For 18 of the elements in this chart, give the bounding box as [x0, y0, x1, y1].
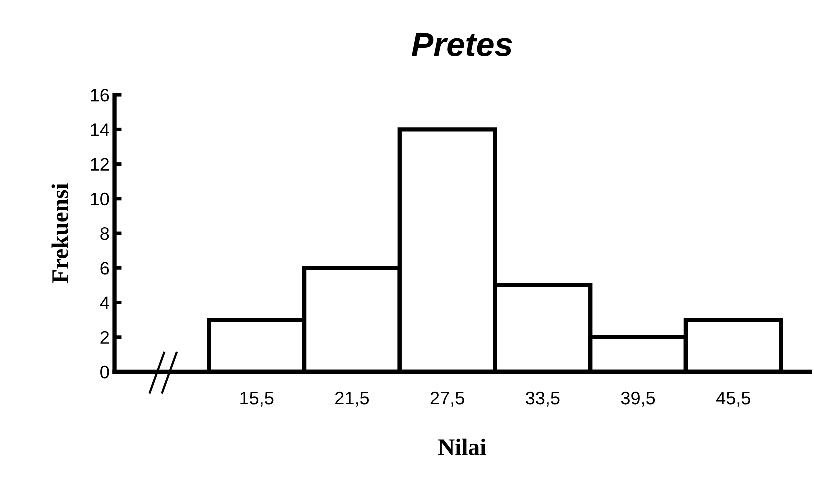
- y-tick-label: 8: [100, 227, 110, 240]
- x-tick-label: 39,5: [621, 392, 656, 407]
- x-tick-label: 33,5: [526, 392, 560, 407]
- y-tick-label: 0: [100, 366, 110, 379]
- x-tick-label: 21,5: [336, 392, 370, 407]
- x-tick-label: 27,5: [430, 392, 464, 407]
- y-axis-title: Frekuensi: [52, 184, 68, 284]
- x-tick-label: 45,5: [716, 392, 750, 407]
- y-tick-label: 6: [100, 262, 110, 275]
- y-tick-label: 16: [91, 88, 110, 102]
- y-tick-label: 10: [91, 192, 110, 206]
- x-axis-title: Nilai: [438, 438, 486, 456]
- chart-title: Pretes: [412, 33, 512, 56]
- y-tick-label: 12: [91, 158, 110, 171]
- x-tick-label: 15,5: [240, 392, 274, 407]
- y-tick-label: 4: [100, 296, 110, 310]
- y-tick-label: 2: [100, 331, 110, 344]
- y-tick-label: 14: [91, 124, 110, 136]
